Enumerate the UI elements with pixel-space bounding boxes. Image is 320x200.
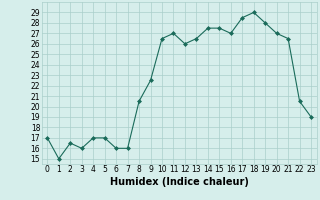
X-axis label: Humidex (Indice chaleur): Humidex (Indice chaleur)	[110, 177, 249, 187]
